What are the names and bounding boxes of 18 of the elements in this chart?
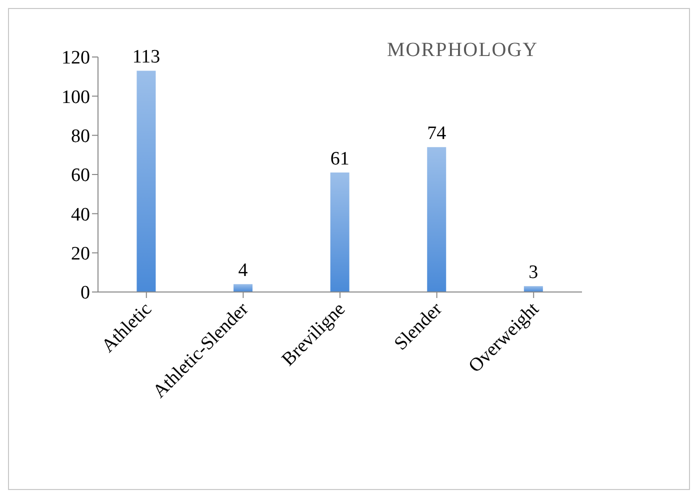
data-label: 3 (528, 262, 538, 284)
y-tick-label: 60 (71, 165, 90, 186)
data-label: 61 (330, 148, 350, 170)
chart-title: MORPHOLOGY (387, 39, 538, 62)
y-tick-label: 0 (80, 282, 90, 304)
data-label: 4 (238, 260, 248, 282)
y-tick-label: 80 (71, 126, 90, 148)
bar (330, 172, 350, 292)
bar (136, 70, 156, 292)
y-tick-label: 100 (62, 86, 90, 108)
bar (524, 286, 543, 292)
data-label: 74 (427, 123, 447, 144)
y-tick-label: 20 (71, 244, 90, 265)
bar (234, 284, 253, 292)
y-tick-label: 120 (62, 48, 90, 69)
bar (427, 147, 446, 292)
data-label: 113 (132, 46, 160, 68)
y-tick-label: 40 (71, 204, 90, 226)
